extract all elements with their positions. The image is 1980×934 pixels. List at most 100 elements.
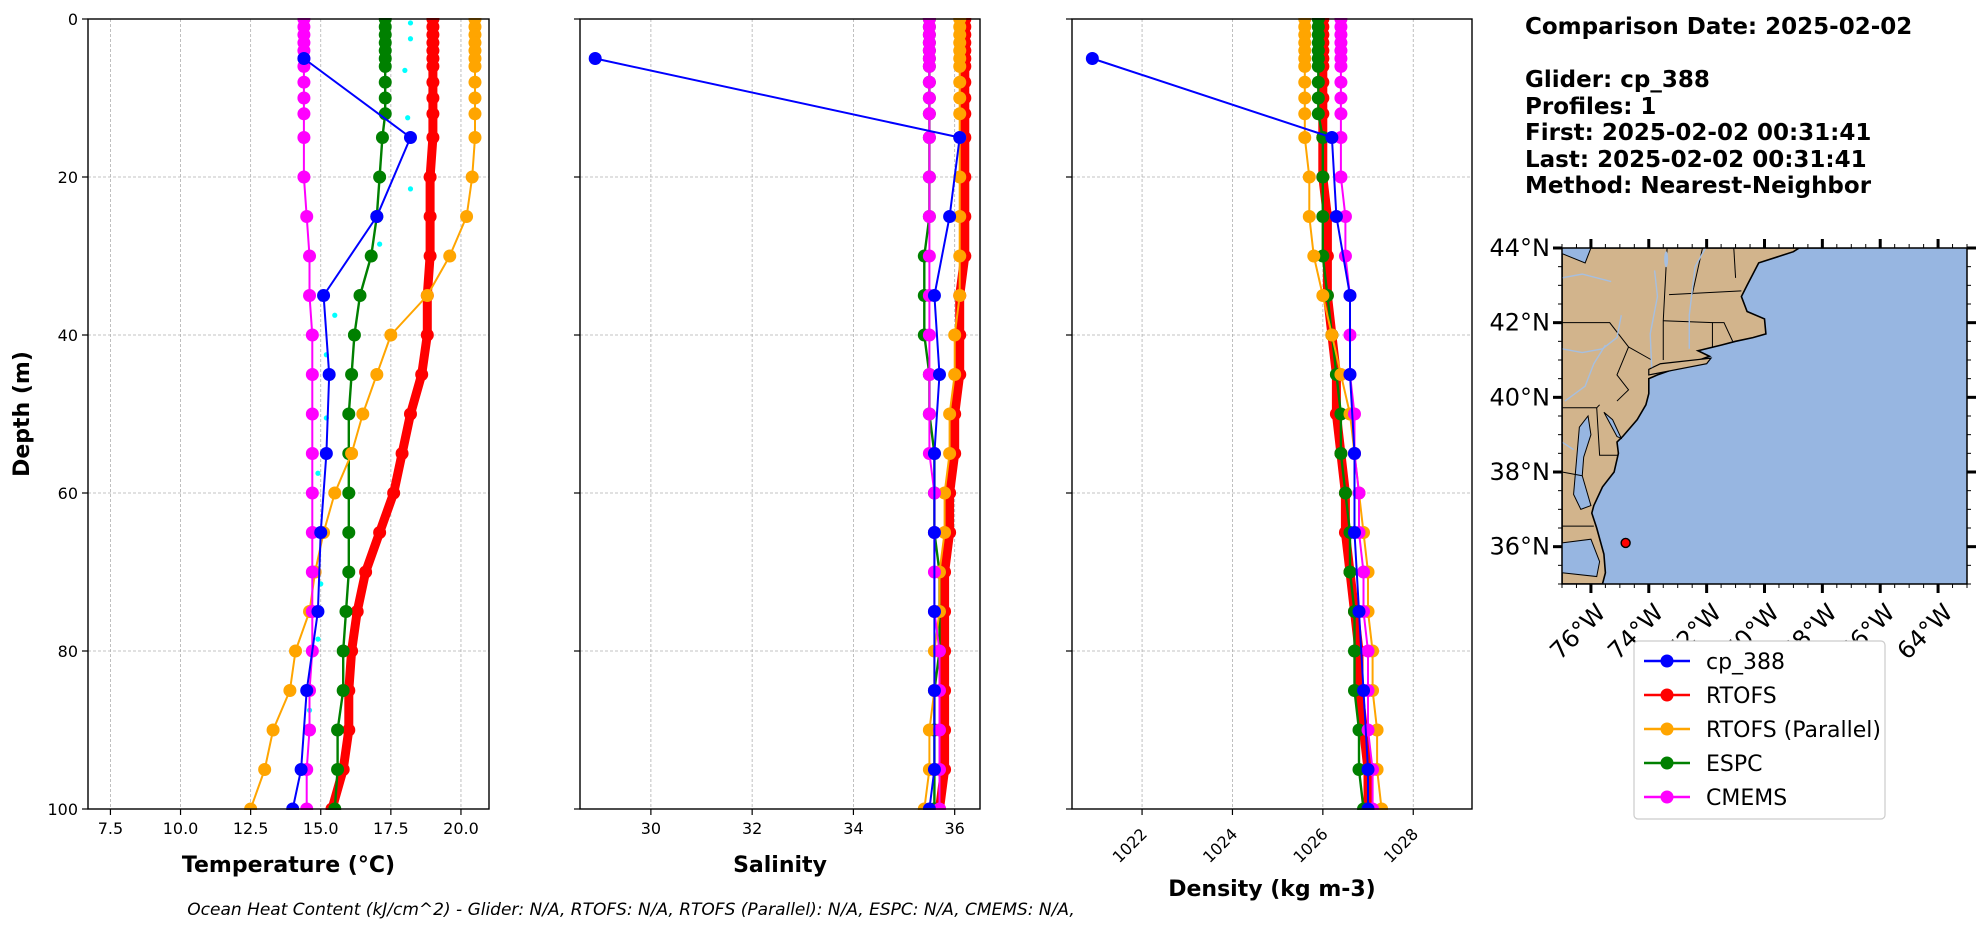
axes-frame bbox=[579, 18, 981, 810]
series-point-cmems bbox=[297, 75, 311, 89]
state-border bbox=[1691, 248, 1704, 295]
ohc-footer: Ocean Heat Content (kJ/cm^2) - Glider: N… bbox=[187, 900, 1075, 920]
series-point-cmems bbox=[305, 565, 319, 579]
map-y-tick-label: 38°N bbox=[1490, 458, 1551, 486]
x-tick-label: 7.5 bbox=[98, 819, 123, 838]
series-point-cp-388 bbox=[1352, 605, 1366, 618]
series-point-cp-388 bbox=[927, 684, 941, 697]
series-point-rtofs-parallel- bbox=[953, 170, 967, 184]
series-point-cp-388 bbox=[927, 447, 941, 460]
series-point-rtofs-parallel- bbox=[943, 407, 957, 421]
series-point-rtofs-parallel- bbox=[948, 328, 962, 342]
series-point-rtofs-parallel- bbox=[258, 763, 272, 776]
panel-2: 30 32 34 36 Salinity bbox=[574, 18, 981, 878]
method: Method: Nearest-Neighbor bbox=[1525, 173, 1872, 199]
glider-raw-point bbox=[402, 67, 408, 73]
series-point-cp-388 bbox=[1343, 289, 1357, 302]
series-point-rtofs bbox=[415, 368, 429, 381]
map-x-tick-label: 76°W bbox=[1545, 598, 1612, 665]
land bbox=[1562, 248, 1853, 584]
series-point-rtofs-parallel- bbox=[1302, 210, 1316, 223]
plot-area bbox=[244, 18, 482, 810]
y-axis-label: Depth (m) bbox=[10, 351, 35, 477]
series-point-cmems bbox=[305, 328, 319, 342]
series-point-cp-388 bbox=[1343, 368, 1357, 381]
series-point-cp-388 bbox=[953, 131, 967, 144]
series-point-cp-388 bbox=[286, 802, 300, 810]
series-point-rtofs-parallel- bbox=[953, 107, 967, 121]
river bbox=[1688, 248, 1707, 349]
series-point-cp-388 bbox=[927, 605, 941, 618]
series-point-rtofs-parallel- bbox=[953, 75, 967, 89]
series-point-rtofs bbox=[426, 131, 440, 144]
last-time: Last: 2025-02-02 00:31:41 bbox=[1525, 146, 1867, 173]
long-island bbox=[1648, 357, 1713, 376]
series-point-cmems bbox=[297, 131, 311, 144]
series-point-rtofs bbox=[423, 170, 437, 184]
series-point-cmems bbox=[297, 170, 311, 184]
series-point-rtofs-parallel- bbox=[953, 210, 967, 223]
series-point-rtofs-parallel- bbox=[283, 684, 297, 697]
glider-raw-point bbox=[332, 312, 338, 318]
series-point-espc bbox=[331, 723, 345, 737]
x-tick-label: 34 bbox=[843, 819, 863, 838]
series-point-cmems bbox=[922, 328, 936, 342]
x-tick-label: 36 bbox=[945, 819, 965, 838]
glider-raw-point bbox=[407, 20, 414, 26]
panel-1: 7.5 10.0 12.5 15.0 17.5 20.0 0 20 40 60 80 100 Tempe… bbox=[10, 10, 490, 878]
series-point-cmems bbox=[1338, 210, 1352, 223]
series-point-cp-388 bbox=[370, 210, 384, 223]
series-point-rtofs-parallel- bbox=[468, 75, 482, 89]
series-point-rtofs-parallel- bbox=[1298, 75, 1312, 89]
series-point-rtofs bbox=[423, 249, 437, 263]
series-point-espc bbox=[339, 605, 353, 618]
series-point-cmems bbox=[922, 59, 936, 73]
series-point-cp-388 bbox=[300, 684, 314, 697]
series-point-espc bbox=[345, 368, 359, 381]
series-point-rtofs-parallel- bbox=[943, 447, 957, 460]
series-point-cmems bbox=[932, 644, 946, 658]
series-point-rtofs bbox=[350, 605, 364, 618]
series-point-cmems bbox=[297, 91, 311, 105]
legend: cp_388 RTOFS RTOFS (Parallel) ESPC CMEMS bbox=[1633, 640, 1886, 820]
series-point-rtofs bbox=[403, 407, 417, 421]
series-point-espc bbox=[1311, 59, 1325, 73]
series-point-rtofs bbox=[373, 526, 387, 539]
axes-frame bbox=[1071, 18, 1473, 810]
series-point-cp-388 bbox=[927, 289, 941, 302]
series-point-cp-388 bbox=[1361, 763, 1375, 776]
series-point-rtofs-parallel- bbox=[345, 447, 359, 460]
series-point-espc bbox=[342, 407, 356, 421]
delaware-bay bbox=[1603, 411, 1623, 440]
state-border bbox=[1596, 407, 1619, 456]
series-point-rtofs-parallel- bbox=[1334, 368, 1348, 381]
profiles-count: Profiles: 1 bbox=[1525, 93, 1657, 120]
glider-raw-point bbox=[315, 470, 321, 476]
series-point-cp-388 bbox=[1357, 684, 1371, 697]
series-point-espc bbox=[342, 565, 356, 579]
series-point-rtofs-parallel- bbox=[953, 59, 967, 73]
series-point-rtofs bbox=[420, 328, 434, 342]
series-point-cp-388 bbox=[943, 210, 957, 223]
series-point-espc bbox=[347, 328, 361, 342]
series-point-cmems bbox=[297, 107, 311, 121]
legend-marker bbox=[1660, 722, 1674, 736]
series-point-cp-388 bbox=[294, 763, 308, 776]
series-point-espc bbox=[373, 170, 387, 184]
legend-marker bbox=[1660, 688, 1674, 702]
series-point-rtofs-parallel- bbox=[922, 723, 936, 737]
x-tick-label: 10.0 bbox=[163, 819, 199, 838]
glider-raw-point bbox=[315, 636, 321, 642]
river bbox=[1562, 273, 1612, 283]
legend-marker bbox=[1660, 756, 1674, 770]
series-point-rtofs bbox=[395, 447, 409, 460]
series-point-cmems bbox=[1361, 644, 1375, 658]
series-point-espc bbox=[378, 91, 392, 105]
series-point-cmems bbox=[303, 723, 317, 737]
series-point-espc bbox=[1316, 210, 1330, 223]
x-tick-label: 1024 bbox=[1199, 824, 1241, 866]
map-y-tick-label: 36°N bbox=[1490, 533, 1551, 561]
series-line-cp-388 bbox=[594, 57, 961, 810]
series-point-espc bbox=[1311, 107, 1325, 121]
river bbox=[1562, 441, 1574, 451]
